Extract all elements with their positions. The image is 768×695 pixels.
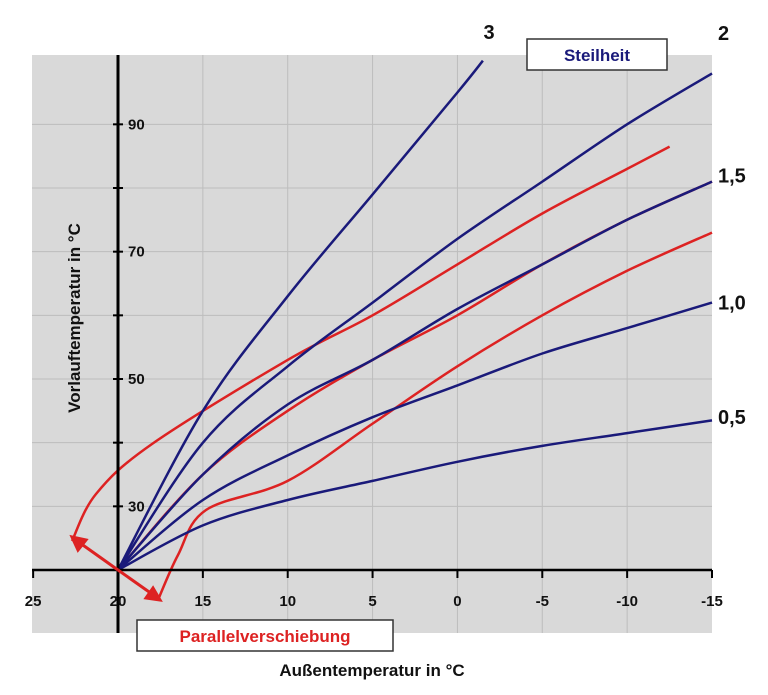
y-axis-title: Vorlauftemperatur in °C — [65, 223, 84, 413]
y-tick-label: 30 — [128, 498, 145, 515]
curve-steilheit-3 — [116, 59, 484, 571]
x-tick-label: -10 — [616, 593, 638, 610]
curve-steilheit-1,0 — [117, 301, 713, 571]
labels: 3 2 1,5 1,0 0,5 — [483, 22, 745, 429]
x-axis-title: Außentemperatur in °C — [279, 661, 464, 680]
y-tick-label: 70 — [128, 244, 145, 261]
x-tick-label: 20 — [110, 593, 127, 610]
curve-label-2: 2 — [718, 23, 729, 45]
curve-label-1,0: 1,0 — [718, 293, 746, 315]
curve-steilheit-1,5 — [117, 180, 713, 571]
y-tick-label: 90 — [128, 116, 145, 133]
x-tick-label: 0 — [453, 593, 461, 610]
red-curve-7 — [156, 231, 713, 601]
curve-label-3: 3 — [483, 22, 494, 44]
curve-label-0,5: 0,5 — [718, 407, 746, 429]
curve-steilheit-0,5 — [117, 419, 713, 572]
x-tick-label: 10 — [279, 593, 296, 610]
parallelverschiebung-box: Parallelverschiebung — [136, 619, 394, 652]
curve-label-1,5: 1,5 — [718, 165, 746, 187]
x-tick-label: 25 — [25, 593, 42, 610]
steilheit-box: Steilheit — [526, 38, 668, 71]
parallelverschiebung-label: Parallelverschiebung — [179, 627, 350, 646]
curves — [70, 59, 713, 601]
x-tick-label: -15 — [701, 593, 723, 610]
y-tick-label: 50 — [128, 371, 145, 388]
x-tick-label: -5 — [536, 593, 549, 610]
x-tick-label: 15 — [195, 593, 212, 610]
steilheit-label: Steilheit — [564, 46, 630, 65]
x-tick-label: 5 — [368, 593, 376, 610]
parallel-shift-arrows — [69, 534, 163, 602]
curve-steilheit-2 — [116, 72, 713, 571]
